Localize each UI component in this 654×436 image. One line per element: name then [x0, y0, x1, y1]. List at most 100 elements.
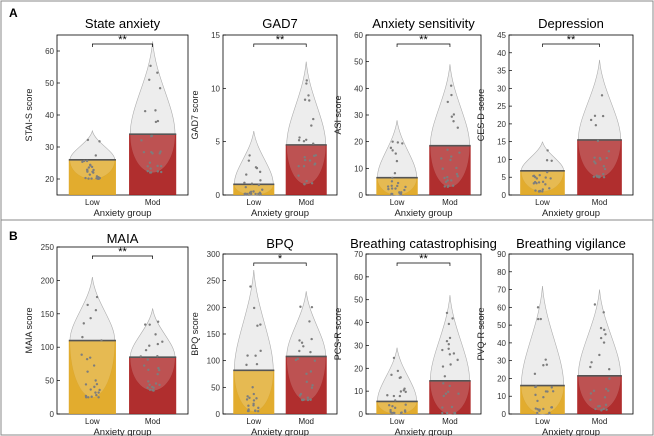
data-point [446, 390, 450, 394]
data-point [386, 394, 389, 397]
data-point [299, 305, 302, 308]
data-point [450, 155, 453, 158]
y-axis-label: MAIA score [24, 307, 34, 353]
data-point [447, 322, 451, 326]
data-point [391, 176, 394, 180]
data-point [605, 156, 608, 160]
data-point [94, 379, 97, 382]
y-tick-label: 50 [211, 383, 220, 392]
y-tick-label: 40 [497, 49, 506, 58]
x-tick-label: Low [535, 417, 550, 426]
data-point [252, 392, 256, 396]
data-point [446, 185, 450, 189]
data-point [246, 409, 250, 413]
data-point [398, 191, 401, 194]
data-point [254, 354, 257, 357]
data-point [535, 177, 539, 180]
y-tick-label: 50 [45, 79, 54, 88]
data-point [308, 320, 311, 323]
data-point [255, 397, 258, 400]
panel-label-b: B [9, 229, 18, 243]
data-point [394, 187, 397, 190]
y-tick-label: 0 [359, 191, 364, 200]
data-point [550, 386, 553, 389]
data-point [448, 336, 452, 340]
data-point [391, 192, 394, 196]
data-point [149, 167, 152, 170]
data-point [310, 337, 313, 341]
y-tick-label: 40 [45, 111, 54, 120]
violin-overlay [234, 270, 274, 412]
data-point [157, 368, 161, 372]
data-point [598, 353, 601, 357]
chart-title: Breathing vigilance [516, 236, 626, 251]
data-point [443, 176, 446, 180]
data-point [599, 158, 602, 161]
bar [68, 159, 116, 195]
data-point [95, 295, 99, 299]
plot-frame [508, 253, 634, 415]
data-point [450, 93, 453, 97]
y-tick-label: 30 [45, 143, 54, 152]
data-point [390, 373, 393, 377]
data-point [296, 357, 299, 361]
data-point [87, 177, 90, 180]
data-point [298, 136, 301, 139]
x-tick-label: Mod [442, 198, 458, 207]
data-point [404, 403, 407, 406]
y-tick-label: 90 [497, 250, 506, 259]
data-point [456, 358, 459, 362]
data-point [310, 305, 314, 309]
bar [129, 134, 177, 195]
data-point [447, 347, 450, 351]
data-point [532, 174, 535, 178]
data-point [259, 192, 262, 196]
data-point [452, 120, 455, 123]
x-tick-label: Low [390, 198, 405, 207]
data-point [404, 185, 407, 189]
data-point [82, 159, 86, 163]
data-point [450, 405, 454, 409]
data-point [440, 157, 443, 160]
data-point [248, 396, 251, 400]
significance-marker: ** [419, 34, 428, 46]
data-point [261, 188, 264, 191]
data-point [446, 100, 449, 104]
data-point [309, 398, 312, 401]
data-point [392, 356, 396, 360]
y-tick-label: 40 [354, 84, 363, 93]
significance-marker: * [278, 253, 283, 265]
data-point [532, 182, 536, 185]
y-tick-label: 0 [502, 191, 507, 200]
data-point [84, 176, 87, 180]
data-point [156, 71, 159, 74]
data-point [146, 386, 149, 389]
bar [376, 401, 418, 414]
violin-overlay [234, 131, 274, 195]
plot-frame [508, 34, 634, 196]
data-point [255, 362, 259, 366]
data-point [393, 406, 397, 410]
x-axis-label: Anxiety group [542, 208, 600, 219]
data-point [309, 350, 312, 354]
y-tick-label: 0 [216, 410, 221, 419]
violin-overlay [521, 286, 564, 414]
data-point [148, 161, 152, 164]
y-axis-label: CES-D score [476, 89, 486, 142]
data-point [247, 404, 250, 407]
data-point [299, 392, 303, 396]
data-point [148, 323, 151, 326]
data-point [451, 184, 455, 187]
data-point [534, 393, 537, 397]
data-point [446, 148, 449, 151]
data-point [143, 364, 146, 367]
data-point [154, 109, 157, 112]
data-point [448, 384, 451, 388]
data-point [447, 343, 450, 346]
data-point [250, 182, 254, 185]
x-tick-label: Mod [442, 417, 458, 426]
data-point [544, 176, 547, 179]
data-point [399, 390, 403, 393]
y-tick-label: 10 [354, 387, 363, 396]
